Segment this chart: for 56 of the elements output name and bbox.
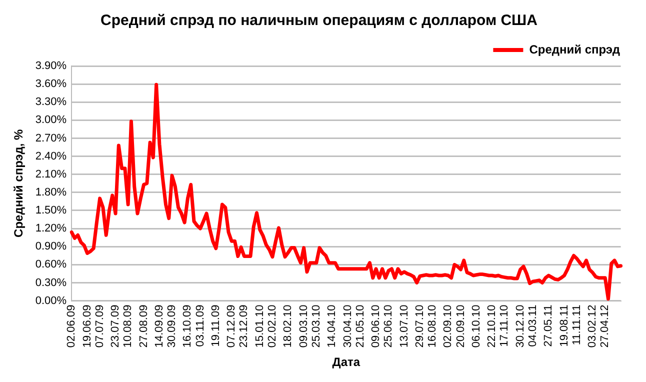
x-tick-label: 02.09.10	[442, 304, 454, 348]
x-tick-label: 18.02.10	[282, 304, 294, 348]
x-tick-label: 13.07.10	[398, 304, 410, 348]
x-tick-label: 10.08.09	[122, 304, 134, 348]
y-tick-label: 2.10%	[35, 168, 67, 180]
x-tick-label: 17.11.10	[498, 304, 511, 347]
chart-title: Средний спрэд по наличным операциям с долларом США	[100, 12, 538, 30]
x-tick-label: 19.11.09	[210, 304, 222, 347]
x-axis-title: Дата	[332, 355, 360, 370]
y-tick-label: 1.80%	[35, 186, 67, 198]
x-tick-label: 29.07.10	[414, 304, 426, 348]
x-tick-label: 30.04.10	[342, 304, 354, 348]
y-tick-label: 3.30%	[35, 96, 67, 108]
x-tick-label: 16.08.10	[426, 304, 439, 348]
legend-label: Средний спрэд	[529, 42, 620, 56]
y-tick-label: 3.00%	[35, 114, 67, 126]
x-tick-label: 19.08.11	[558, 304, 570, 347]
x-tick-label: 09.03.10	[298, 304, 310, 348]
y-tick-label: 2.40%	[35, 150, 67, 162]
x-tick-label: 14.09.09	[153, 304, 166, 348]
x-tick-label: 21.05.10	[354, 304, 366, 348]
x-tick-label: 09.06.10	[370, 304, 382, 348]
x-tick-label: 03.11.09	[194, 304, 206, 347]
x-tick-label: 30.12.10	[514, 304, 526, 348]
x-tick-label: 25.06.10	[382, 304, 395, 348]
x-tick-label: 06.10.10	[470, 304, 482, 348]
x-tick-label: 23.07.09	[110, 304, 122, 348]
y-tick-label: 0.00%	[35, 294, 67, 307]
x-tick-label: 04.03.11	[526, 304, 539, 347]
y-tick-label: 0.30%	[35, 276, 67, 289]
x-tick-label: 20.09.10	[454, 304, 467, 348]
y-tick-label: 0.60%	[35, 258, 67, 271]
x-tick-label: 30.09.09	[166, 304, 178, 348]
x-tick-label: 23.12.09	[238, 304, 250, 348]
x-tick-label: 14.04.10	[326, 304, 338, 348]
x-tick-label: 19.06.09	[81, 304, 94, 348]
x-tick-label: 02.06.09	[66, 304, 78, 348]
x-tick-label: 25.03.10	[310, 304, 322, 348]
x-tick-label: 07.12.09	[226, 304, 238, 348]
x-tick-label: 27.05.11	[542, 304, 555, 347]
x-tick-label: 27.08.09	[138, 304, 150, 348]
y-axis-title: Средний спрэд, %	[12, 128, 26, 238]
x-tick-label: 27.04.12	[599, 304, 612, 348]
y-tick-label: 3.90%	[35, 60, 67, 72]
x-tick-label: 22.10.10	[486, 304, 498, 348]
y-tick-label: 1.50%	[35, 204, 67, 217]
x-tick-label: 03.02.12	[586, 304, 599, 348]
y-tick-label: 1.20%	[35, 222, 67, 235]
x-tick-label: 16.10.09	[182, 304, 194, 348]
y-tick-label: 3.60%	[35, 78, 67, 90]
x-tick-label: 15.01.10	[254, 304, 266, 348]
x-tick-label: 11.11.11	[570, 304, 583, 346]
x-tick-label: 02.02.10	[266, 304, 278, 348]
y-tick-label: 0.90%	[35, 240, 67, 253]
y-tick-label: 2.70%	[35, 132, 67, 144]
x-tick-label: 07.07.09	[94, 304, 106, 348]
